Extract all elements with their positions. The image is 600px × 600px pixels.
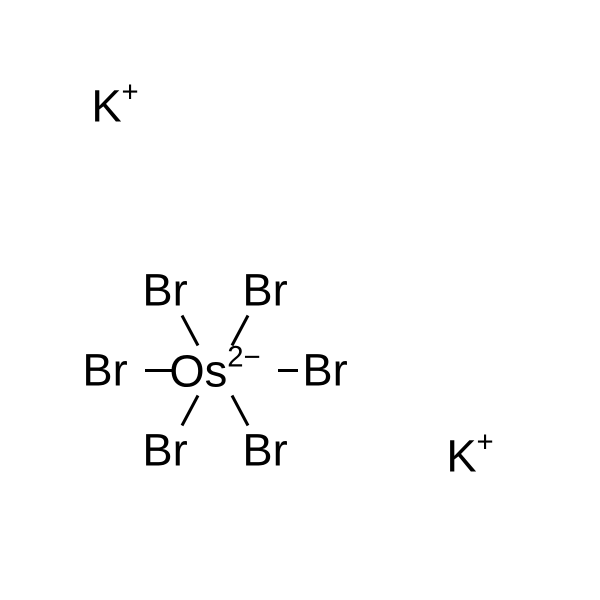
- atom-label: K: [91, 80, 121, 131]
- atom-label: Br: [142, 424, 187, 475]
- atom-label: Br: [242, 424, 287, 475]
- bond-os-br-lower-right: [231, 394, 250, 425]
- atom-label: Br: [302, 344, 347, 395]
- atom-label: Br: [82, 344, 127, 395]
- atom-label: Os: [169, 345, 227, 396]
- atom-br-lower-left: Br: [142, 427, 187, 472]
- bond-os-br-right: [278, 369, 298, 372]
- atom-label: K: [446, 430, 476, 481]
- atom-label: Br: [242, 264, 287, 315]
- atom-k-2: K+: [446, 431, 493, 478]
- atom-k-1: K+: [91, 81, 138, 128]
- atom-charge: +: [122, 76, 139, 109]
- diagram-canvas: K+ K+ Os2− Br Br Br Br Br Br: [0, 0, 600, 600]
- atom-br-left: Br: [82, 347, 127, 392]
- bond-os-br-lower-left: [181, 394, 200, 425]
- atom-charge: +: [477, 426, 494, 459]
- atom-br-upper-right: Br: [242, 267, 287, 312]
- atom-os: Os2−: [169, 346, 260, 393]
- bond-os-br-upper-left: [181, 314, 200, 345]
- atom-br-upper-left: Br: [142, 267, 187, 312]
- atom-br-lower-right: Br: [242, 427, 287, 472]
- atom-label: Br: [142, 264, 187, 315]
- atom-charge: 2−: [227, 341, 260, 374]
- atom-br-right: Br: [302, 347, 347, 392]
